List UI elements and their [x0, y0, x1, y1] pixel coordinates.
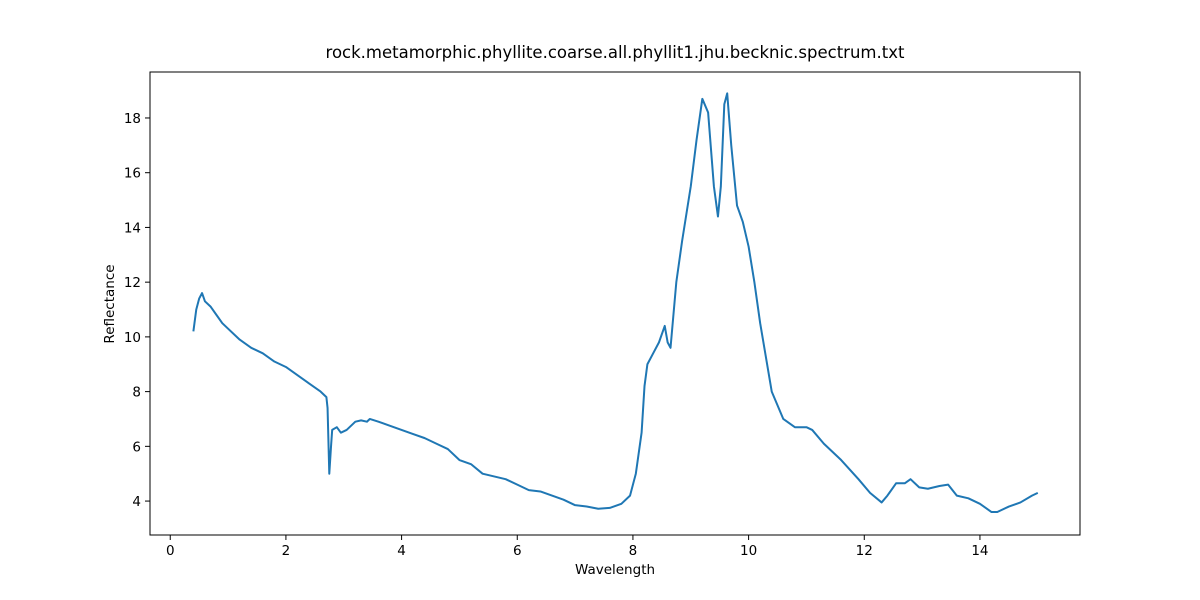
- x-tick-label: 0: [166, 543, 175, 559]
- x-tick-label: 8: [629, 543, 638, 559]
- data-line: [192, 92, 1039, 514]
- y-tick-label: 6: [132, 439, 141, 455]
- y-axis-label: Reflectance: [102, 264, 118, 343]
- x-tick-label: 2: [282, 543, 291, 559]
- x-tick-label: 10: [740, 543, 757, 559]
- y-tick-label: 18: [124, 111, 141, 127]
- y-tick-label: 10: [124, 330, 141, 346]
- x-tick-label: 6: [513, 543, 522, 559]
- x-axis-label: Wavelength: [575, 562, 655, 578]
- y-tick-label: 4: [132, 494, 141, 510]
- x-tick-label: 14: [971, 543, 988, 559]
- x-tick-label: 12: [856, 543, 873, 559]
- y-tick-label: 8: [132, 385, 141, 401]
- chart-title: rock.metamorphic.phyllite.coarse.all.phy…: [326, 43, 905, 62]
- y-tick-label: 16: [124, 166, 141, 182]
- y-tick-label: 14: [124, 220, 141, 236]
- plot-frame: [149, 71, 1081, 536]
- y-tick-label: 12: [124, 275, 141, 291]
- x-tick-label: 4: [397, 543, 406, 559]
